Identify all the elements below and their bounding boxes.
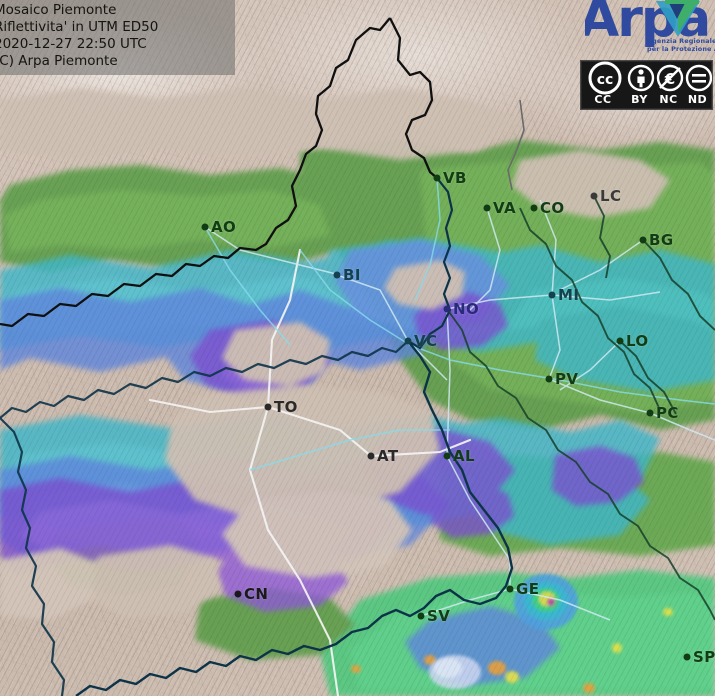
- city-label-text: LC: [600, 187, 622, 205]
- city-label-text: BG: [649, 231, 674, 249]
- city-marker-dot: [404, 337, 412, 345]
- svg-text:cc: cc: [597, 72, 614, 88]
- product-title: Mosaico Piemonte: [0, 2, 117, 18]
- city-label-text: CO: [540, 199, 565, 217]
- city-marker-dot: [264, 403, 272, 411]
- product-timestamp: 2020-12-27 22:50 UTC: [0, 36, 147, 52]
- city-label-text: MI: [558, 286, 580, 304]
- city-marker-dot: [443, 452, 451, 460]
- city-marker-dot: [367, 452, 375, 460]
- city-marker-dot: [683, 653, 691, 661]
- arpa-subtitle-line2: per la Protezione Ambientale: [647, 45, 715, 53]
- city-label-text: AT: [377, 447, 399, 465]
- city-marker-dot: [417, 612, 425, 620]
- city-label-text: VA: [493, 199, 516, 217]
- by-person-icon: [627, 64, 655, 92]
- arpa-triangle-icon: [656, 0, 700, 37]
- city-marker-dot: [443, 305, 451, 313]
- city-label-text: CN: [244, 585, 269, 603]
- city-label-text: VB: [443, 169, 467, 187]
- cc-label: CC: [594, 92, 612, 106]
- city-label-text: TO: [274, 398, 298, 416]
- city-label-text: BI: [343, 266, 361, 284]
- city-marker-dot: [545, 375, 553, 383]
- city-marker-dot: [333, 271, 341, 279]
- city-label-text: VC: [414, 332, 438, 350]
- city-label-text: SP: [693, 648, 715, 666]
- by-label: BY: [631, 92, 648, 106]
- city-marker-dot: [646, 409, 654, 417]
- arpa-subtitle-line1: Agenzia Regionale: [647, 37, 715, 45]
- city-marker-dot: [639, 236, 647, 244]
- city-label-text: LO: [626, 332, 649, 350]
- nc-label: NC: [659, 92, 678, 106]
- product-info-overlay: Mosaico Piemonte Riflettivita' in UTM ED…: [0, 0, 235, 75]
- product-copyright: (C) Arpa Piemonte: [0, 53, 118, 69]
- city-marker-dot: [590, 192, 598, 200]
- city-label-text: AL: [453, 447, 475, 465]
- nd-icon: [685, 64, 712, 92]
- product-quantity: Riflettivita' in UTM ED50: [0, 19, 159, 35]
- city-label-text: GE: [516, 580, 540, 598]
- arpa-logo[interactable]: Arpa Agenzia Regionale per la Protezione…: [585, 0, 715, 55]
- city-marker-dot: [483, 204, 491, 212]
- nc-icon: €: [656, 64, 684, 92]
- city-marker-dot: [433, 174, 441, 182]
- city-marker-dot: [234, 590, 242, 598]
- city-label-text: PV: [555, 370, 579, 388]
- city-marker-dot: [548, 291, 556, 299]
- city-marker-dot: [201, 223, 209, 231]
- city-marker-dot: [530, 204, 538, 212]
- nd-label: ND: [687, 92, 708, 106]
- city-label-text: SV: [427, 607, 451, 625]
- city-label-text: NO: [453, 300, 480, 318]
- city-label-text: PC: [656, 404, 679, 422]
- cc-icon: cc: [588, 61, 622, 95]
- city-marker-dot: [506, 585, 514, 593]
- city-label-text: AO: [211, 218, 237, 236]
- creative-commons-badge[interactable]: cc € CC BY NC ND: [580, 60, 713, 110]
- city-marker-dot: [616, 337, 624, 345]
